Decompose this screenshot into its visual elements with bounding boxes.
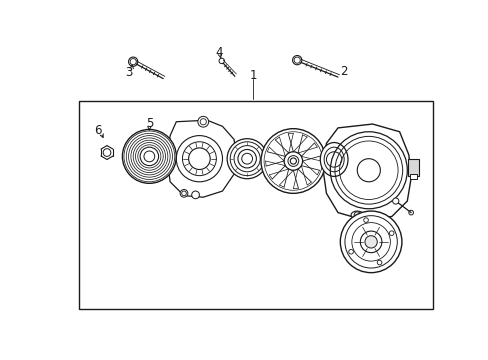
Text: 6: 6	[94, 124, 102, 137]
Polygon shape	[322, 124, 410, 220]
Ellipse shape	[350, 211, 363, 219]
Circle shape	[226, 139, 266, 179]
Circle shape	[198, 116, 208, 127]
Text: 3: 3	[125, 66, 133, 79]
Circle shape	[364, 236, 377, 248]
Ellipse shape	[320, 143, 347, 176]
Text: 5: 5	[145, 117, 153, 130]
Bar	[79, 101, 432, 309]
Text: 2: 2	[339, 65, 346, 78]
Polygon shape	[167, 120, 236, 197]
Circle shape	[191, 191, 199, 199]
Text: 4: 4	[215, 46, 223, 59]
Circle shape	[122, 130, 176, 183]
Circle shape	[261, 129, 325, 193]
Bar	[409, 174, 416, 180]
Bar	[407, 159, 418, 176]
Circle shape	[180, 189, 187, 197]
Circle shape	[392, 198, 398, 204]
Circle shape	[340, 211, 401, 273]
Text: 1: 1	[249, 69, 257, 82]
